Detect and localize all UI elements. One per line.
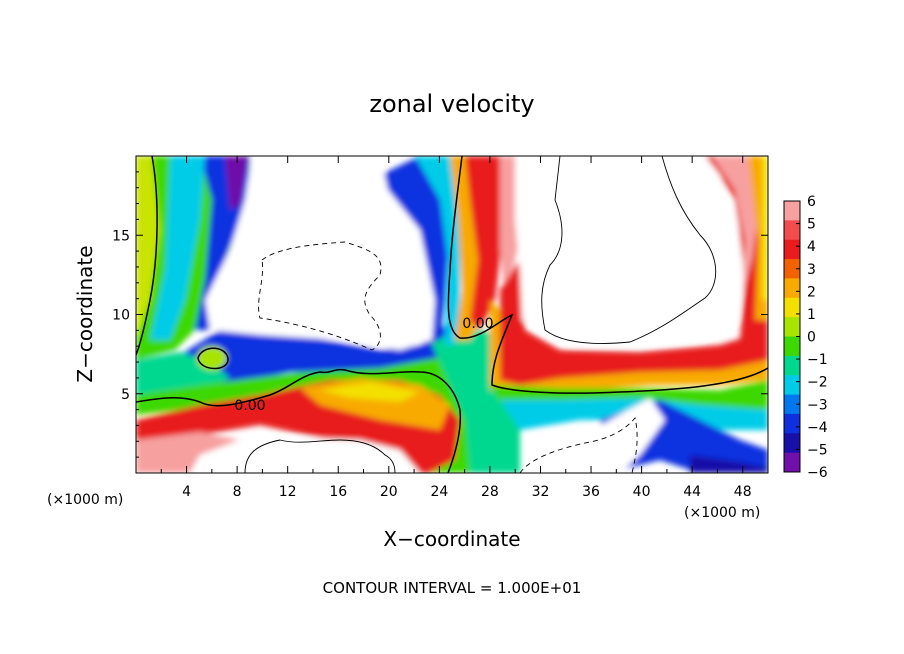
colorbar-tick-label: −3 bbox=[807, 397, 828, 413]
y-tick-label: 10 bbox=[112, 308, 130, 324]
x-unit-right: (×1000 m) bbox=[684, 505, 760, 521]
y-tick-label: 5 bbox=[121, 387, 130, 403]
field-green-blob bbox=[197, 346, 227, 370]
field-blue-jet bbox=[380, 156, 455, 345]
y-tick-label: 15 bbox=[112, 228, 130, 244]
colorbar-swatch bbox=[784, 201, 800, 221]
field-purple-left bbox=[225, 156, 248, 210]
colorbar-tick-label: 5 bbox=[807, 217, 816, 233]
colorbar-tick-label: −1 bbox=[807, 352, 828, 368]
colorbar-tick-label: −5 bbox=[807, 442, 828, 458]
field-yellow-left bbox=[136, 156, 160, 340]
field-white-upper-left bbox=[205, 156, 435, 350]
field-cyan-left bbox=[150, 156, 205, 340]
x-tick-label: 20 bbox=[380, 484, 398, 500]
x-tick-label: 4 bbox=[182, 484, 191, 500]
contour-bottom-left bbox=[244, 439, 396, 473]
colorbar-tick-label: −4 bbox=[807, 420, 828, 436]
colorbar-swatch bbox=[784, 239, 800, 260]
field-red-right bbox=[500, 260, 768, 385]
x-tick-label: 16 bbox=[329, 484, 347, 500]
colorbar-tick-label: 4 bbox=[807, 239, 816, 255]
x-tick-label: 44 bbox=[683, 484, 701, 500]
field-pink-right-edge bbox=[712, 156, 760, 300]
contour-interval-note: CONTOUR INTERVAL = 1.000E+01 bbox=[323, 579, 582, 597]
field-red-jet bbox=[465, 156, 505, 330]
field-yellow-right-edge bbox=[762, 156, 768, 300]
contour-labels: 0.00 0.00 bbox=[234, 316, 493, 414]
x-tick-label: 48 bbox=[734, 484, 752, 500]
colorbar-swatch bbox=[784, 375, 800, 396]
x-tick-label: 28 bbox=[481, 484, 499, 500]
contour-trough bbox=[136, 368, 462, 473]
colorbar-tick-label: 2 bbox=[807, 284, 816, 300]
zero-contours bbox=[136, 156, 768, 473]
x-unit-left: (×1000 m) bbox=[47, 492, 123, 508]
x-tick-label: 8 bbox=[233, 484, 242, 500]
colorbar-swatch bbox=[784, 452, 800, 473]
field-yellow-band bbox=[320, 382, 420, 402]
colorbar-swatch bbox=[784, 413, 800, 434]
field-white-lower-right bbox=[525, 398, 665, 473]
x-axis: 4 8 12 16 20 24 28 32 36 40 44 48 bbox=[160, 156, 752, 500]
x-tick-label: 40 bbox=[633, 484, 651, 500]
colorbar-swatch bbox=[784, 355, 800, 376]
x-tick-label: 32 bbox=[532, 484, 550, 500]
x-tick-label: 24 bbox=[430, 484, 448, 500]
contour-label-left: 0.00 bbox=[234, 398, 265, 414]
contour-center bbox=[447, 156, 768, 394]
contour-dashed-lower bbox=[519, 417, 638, 473]
contour-left bbox=[136, 156, 158, 356]
colorbar-tick-label: 3 bbox=[807, 262, 816, 278]
contour-label-center: 0.00 bbox=[462, 316, 493, 332]
y-axis-label: Z−coordinate bbox=[73, 245, 97, 382]
x-tick-label: 12 bbox=[279, 484, 297, 500]
colorbar-swatch bbox=[784, 433, 800, 454]
colorbar-swatch bbox=[784, 259, 800, 279]
colorbar-swatch bbox=[784, 394, 800, 415]
field-purple-right bbox=[690, 455, 768, 473]
colorbar: 6 5 4 3 2 1 0 −1 −2 −3 −4 −5 −6 bbox=[783, 194, 828, 481]
colorbar-tick-label: 1 bbox=[807, 307, 816, 323]
colorbar-swatch bbox=[784, 220, 800, 241]
field-green-middle bbox=[136, 330, 520, 473]
colorbar-tick-label: 6 bbox=[807, 194, 816, 210]
colorbar-tick-label: 0 bbox=[807, 330, 816, 346]
y-axis: 5 10 15 bbox=[112, 171, 768, 458]
colorbar-swatch bbox=[784, 317, 800, 337]
colorbar-swatch bbox=[784, 278, 800, 299]
colorbar-swatch bbox=[784, 297, 800, 318]
thin-contours bbox=[244, 156, 717, 473]
x-tick-label: 36 bbox=[582, 484, 600, 500]
field-white-lower-left bbox=[190, 438, 420, 473]
colorbar-swatch bbox=[784, 336, 800, 357]
x-axis-label: X−coordinate bbox=[383, 527, 520, 551]
heatmap-field bbox=[136, 156, 768, 473]
chart-title: zonal velocity bbox=[369, 90, 534, 118]
field-green-right bbox=[490, 380, 768, 410]
negative-contours bbox=[258, 241, 638, 473]
contour-right-upper bbox=[541, 156, 717, 345]
contour-blob bbox=[197, 347, 229, 370]
colorbar-tick-label: −6 bbox=[807, 465, 828, 481]
contour-dashed-upper bbox=[258, 241, 382, 351]
colorbar-tick-label: −2 bbox=[807, 375, 828, 391]
field-white-upper-right bbox=[515, 156, 744, 345]
